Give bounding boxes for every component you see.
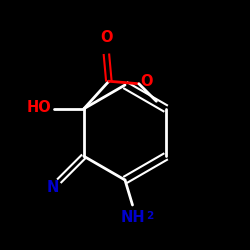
Text: N: N (46, 180, 59, 195)
Text: HO: HO (26, 100, 51, 115)
Text: NH: NH (120, 210, 145, 226)
Text: O: O (100, 30, 112, 45)
Text: O: O (140, 74, 152, 89)
Text: 2: 2 (146, 211, 154, 221)
